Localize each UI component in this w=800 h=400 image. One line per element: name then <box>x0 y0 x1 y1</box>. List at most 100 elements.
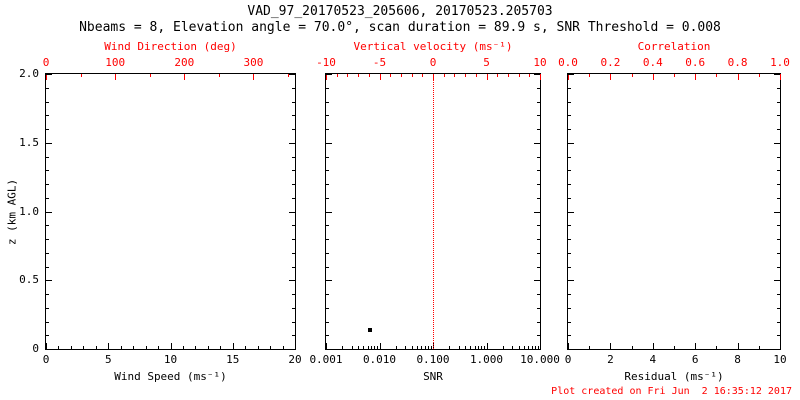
snr-bottom-tick <box>326 343 327 349</box>
snr-y-tick <box>534 280 540 282</box>
wind-y-tick <box>46 142 52 144</box>
snr-y-minor-tick <box>326 294 329 295</box>
snr-y-tick <box>326 142 332 144</box>
residual-y-minor-tick <box>777 129 780 130</box>
snr-top-minor-tick <box>368 74 370 77</box>
wind-y-tick <box>289 280 295 282</box>
snr-bottom-minor-tick <box>474 346 476 349</box>
residual-y-minor-tick <box>568 239 571 240</box>
snr-y-tick <box>326 211 332 213</box>
residual-bottom-tick <box>652 343 654 349</box>
residual-y-minor-tick <box>568 307 571 309</box>
residual-bottom-tick-label: 2 <box>607 353 614 366</box>
residual-bottom-tick <box>780 343 781 349</box>
residual-top-minor-tick <box>631 74 633 77</box>
snr-y-minor-tick <box>537 307 540 309</box>
wind-y-minor-tick <box>46 266 49 268</box>
residual-bottom-minor-tick <box>758 346 760 349</box>
wind-top-tick <box>253 74 255 80</box>
wind-y-minor-tick <box>292 294 295 295</box>
snr-y-minor-tick <box>537 252 540 254</box>
residual-y-tick <box>568 211 574 213</box>
snr-bottom-minor-tick <box>427 346 429 349</box>
snr-y-minor-tick <box>537 266 540 268</box>
wind-y-minor-tick <box>292 129 295 130</box>
wind-y-tick-label: 2.0 <box>19 67 39 80</box>
snr-y-minor-tick <box>326 335 329 337</box>
wind-top-axis-title: Wind Direction (deg) <box>104 40 237 53</box>
snr-top-minor-tick <box>507 74 509 77</box>
residual-y-minor-tick <box>568 184 571 185</box>
residual-y-tick <box>568 349 574 350</box>
wind-bottom-minor-tick <box>220 346 222 349</box>
wind-bottom-minor-tick <box>207 346 209 349</box>
residual-y-minor-tick <box>568 225 571 227</box>
snr-top-tick-label: 0 <box>429 56 437 69</box>
residual-y-tick <box>568 74 574 75</box>
wind-top-minor-tick <box>149 74 151 77</box>
snr-bottom-minor-tick <box>528 346 530 349</box>
residual-y-tick <box>568 142 574 144</box>
residual-bottom-axis-title: Residual (ms⁻¹) <box>624 370 724 383</box>
snr-bottom-minor-tick <box>531 346 533 349</box>
snr-top-tick-label: 10 <box>533 56 547 69</box>
snr-top-minor-tick <box>475 74 477 77</box>
residual-y-minor-tick <box>777 252 780 254</box>
residual-y-minor-tick <box>777 239 780 240</box>
wind-y-minor-tick <box>46 87 49 89</box>
snr-y-minor-tick <box>326 321 329 323</box>
wind-y-tick <box>46 74 52 75</box>
snr-bottom-minor-tick <box>518 346 520 349</box>
snr-top-minor-tick <box>454 74 456 77</box>
wind-y-minor-tick <box>46 252 49 254</box>
snr-bottom-minor-tick <box>481 346 483 349</box>
residual-y-minor-tick <box>777 170 780 172</box>
snr-y-minor-tick <box>326 197 329 199</box>
residual-y-minor-tick <box>777 197 780 199</box>
residual-y-minor-tick <box>777 335 780 337</box>
snr-y-minor-tick <box>326 101 329 103</box>
wind-bottom-minor-tick <box>120 346 122 349</box>
snr-y-minor-tick <box>537 115 540 117</box>
residual-correlation-panel: 0.0 0.2 0.4 0.6 0.8 1.0 Correlation 0 2 4 6 8 10 Resi… <box>558 41 790 383</box>
residual-top-minor-tick <box>674 74 675 77</box>
residual-top-tick-label: 1.0 <box>770 56 790 69</box>
wind-bottom-tick-label: 20 <box>288 353 302 366</box>
residual-top-tick <box>568 74 569 80</box>
snr-y-minor-tick <box>537 170 540 172</box>
snr-bottom-minor-tick <box>458 346 460 349</box>
wind-y-minor-tick <box>46 115 49 117</box>
wind-y-minor-tick <box>46 294 49 295</box>
residual-y-minor-tick <box>777 87 780 89</box>
wind-y-tick-label: 0.5 <box>19 273 39 287</box>
wind-y-minor-tick <box>46 184 49 185</box>
snr-bottom-minor-tick <box>421 346 423 349</box>
snr-bottom-tick <box>540 343 541 349</box>
snr-bottom-minor-tick <box>342 346 344 349</box>
wind-y-minor-tick <box>292 239 295 240</box>
residual-y-minor-tick <box>568 115 571 117</box>
wind-bottom-tick-label: 10 <box>163 353 178 366</box>
snr-bottom-minor-tick <box>377 346 379 349</box>
snr-bottom-minor-tick <box>374 346 376 349</box>
wind-y-tick <box>46 211 52 213</box>
residual-y-minor-tick <box>568 101 571 103</box>
residual-y-minor-tick <box>568 87 571 89</box>
snr-zero-reference-line <box>433 74 434 349</box>
residual-top-minor-tick <box>716 74 718 77</box>
snr-bottom-minor-tick <box>537 346 539 349</box>
residual-top-tick-label: 0.4 <box>642 56 663 69</box>
wind-y-minor-tick <box>292 115 295 117</box>
plot-subtitle: Nbeams = 8, Elevation angle = 70.0°, sca… <box>79 20 721 35</box>
wind-top-tick <box>46 74 47 80</box>
snr-bottom-minor-tick <box>395 346 397 349</box>
residual-top-axis-title: Correlation <box>637 40 711 53</box>
snr-bottom-minor-tick <box>470 346 472 349</box>
wind-y-minor-tick <box>292 101 295 103</box>
snr-top-minor-tick <box>336 74 338 77</box>
snr-bottom-minor-tick <box>363 346 365 349</box>
residual-bottom-minor-tick <box>716 346 718 349</box>
wind-bottom-tick <box>295 343 296 349</box>
residual-y-tick <box>774 142 780 144</box>
snr-bottom-minor-tick <box>358 346 360 349</box>
